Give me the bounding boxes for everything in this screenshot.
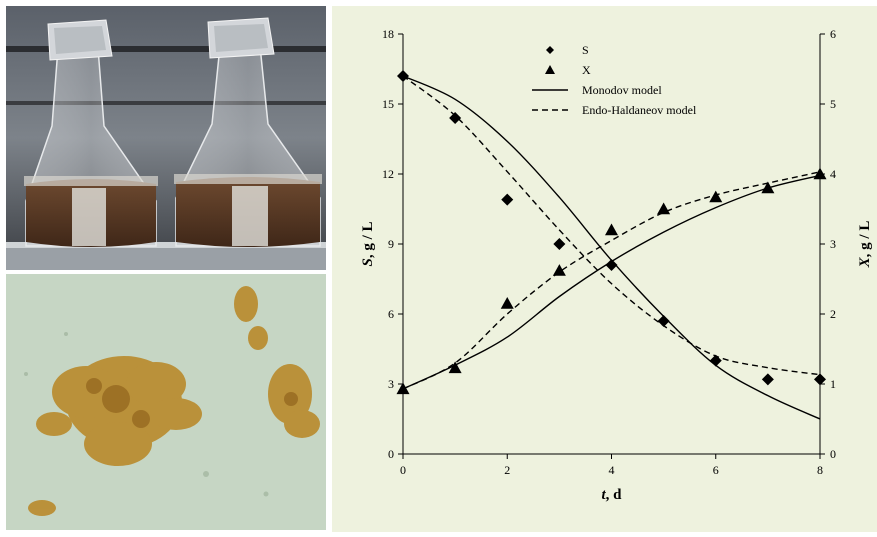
- y-right-tick-label: 6: [830, 27, 836, 41]
- legend-label: X: [582, 63, 591, 77]
- endo-haldane-curve-s: [402, 75, 821, 376]
- y-left-tick-label: 12: [382, 167, 394, 181]
- x-tick-label: 4: [609, 463, 615, 477]
- s-data-point: [501, 193, 514, 206]
- x-data-point: [448, 361, 462, 374]
- y-left-tick-label: 18: [382, 27, 394, 41]
- y-right-tick-label: 5: [830, 97, 836, 111]
- x-data-point: [605, 223, 618, 236]
- legend-s-marker: [546, 46, 554, 54]
- chart-panel: 0 2 4 6 8 0 3 6 9 12 15 18 0 1 2 3 4 5 6 t, d S, g / L X, g /…: [332, 6, 877, 532]
- x-data-point: [761, 181, 775, 194]
- x-data-point: [500, 297, 514, 309]
- legend-x-marker: [545, 65, 555, 74]
- y-right-tick-label: 4: [830, 167, 836, 181]
- x-tick-label: 2: [504, 463, 510, 477]
- y-right-axis-title: X, g / L: [857, 221, 873, 269]
- x-tick-label: 6: [713, 463, 719, 477]
- x-data-point: [657, 202, 671, 215]
- flasks-illustration: [6, 6, 326, 270]
- y-right-tick-label: 3: [830, 237, 836, 251]
- microscope-floc-photo: [6, 274, 326, 530]
- s-data-point: [657, 315, 670, 327]
- x-data-point: [552, 264, 566, 276]
- y-right-tick-label: 1: [830, 377, 836, 391]
- y-left-axis-title: S, g / L: [360, 221, 376, 266]
- x-tick-label: 0: [400, 463, 406, 477]
- s-data-point: [605, 259, 618, 271]
- y-left-tick-label: 15: [382, 97, 394, 111]
- legend-label: Monodov model: [582, 83, 662, 97]
- x-tick-label: 8: [817, 463, 823, 477]
- y-left-tick-label: 3: [388, 377, 394, 391]
- s-data-point: [553, 238, 566, 250]
- x-data-point: [396, 382, 410, 395]
- flask-left: [24, 19, 158, 247]
- s-data-point: [709, 354, 722, 367]
- flask-right: [174, 17, 322, 247]
- s-data-point: [814, 373, 826, 386]
- micrograph-illustration: [6, 274, 326, 530]
- erlenmeyer-flasks-photo: [6, 6, 326, 270]
- legend-label: Endo-Haldaneov model: [582, 103, 697, 117]
- y-left-tick-label: 9: [388, 237, 394, 251]
- s-data-point: [397, 70, 409, 82]
- x-axis-title: t, d: [601, 487, 622, 503]
- x-data-point: [813, 167, 827, 180]
- y-left-tick-label: 0: [388, 447, 394, 461]
- y-right-tick-label: 2: [830, 307, 836, 321]
- y-left-tick-label: 6: [388, 307, 394, 321]
- x-data-point: [709, 190, 723, 203]
- chart-background: [332, 6, 877, 532]
- s-data-point: [761, 373, 774, 386]
- legend-label: S: [582, 43, 589, 57]
- s-data-point: [449, 112, 462, 124]
- y-right-tick-label: 0: [830, 447, 836, 461]
